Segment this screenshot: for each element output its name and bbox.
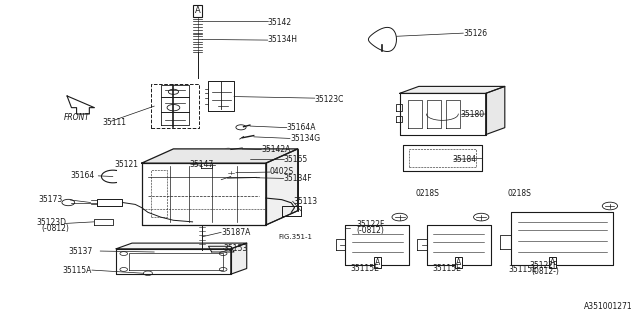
Circle shape xyxy=(226,170,236,175)
Text: 0218S: 0218S xyxy=(415,189,440,198)
Polygon shape xyxy=(399,93,486,135)
Polygon shape xyxy=(346,225,409,265)
Text: A351001271: A351001271 xyxy=(584,302,632,311)
Text: 35115E: 35115E xyxy=(432,264,461,273)
Text: 35147: 35147 xyxy=(189,160,214,169)
Text: 35115E: 35115E xyxy=(351,264,380,273)
Text: FRONT: FRONT xyxy=(63,113,90,122)
Text: 35126: 35126 xyxy=(463,28,488,38)
Polygon shape xyxy=(116,243,246,249)
Text: 35115E: 35115E xyxy=(508,265,537,274)
Polygon shape xyxy=(486,86,505,135)
Text: (-0812): (-0812) xyxy=(41,224,68,233)
Text: 35113: 35113 xyxy=(293,197,317,206)
Text: 35164: 35164 xyxy=(70,172,95,180)
Text: FIG.351-1: FIG.351-1 xyxy=(278,235,312,240)
Polygon shape xyxy=(511,212,613,265)
Text: 35111: 35111 xyxy=(102,118,126,127)
Polygon shape xyxy=(427,225,491,265)
Text: 35122F: 35122F xyxy=(356,220,385,229)
Polygon shape xyxy=(116,249,231,274)
Text: 35134G: 35134G xyxy=(290,134,320,143)
Text: 35153: 35153 xyxy=(223,244,248,253)
Text: (-0812): (-0812) xyxy=(356,226,384,235)
Text: 35121: 35121 xyxy=(115,160,139,169)
Text: A: A xyxy=(456,258,461,267)
Polygon shape xyxy=(399,86,505,93)
Text: A: A xyxy=(375,258,380,267)
Text: 35122F: 35122F xyxy=(529,261,557,270)
Text: 35165: 35165 xyxy=(283,155,307,164)
Text: (0812-): (0812-) xyxy=(531,267,559,276)
Text: 0402S: 0402S xyxy=(269,167,293,176)
Text: 35123D: 35123D xyxy=(36,218,67,227)
Text: 35134H: 35134H xyxy=(268,35,298,44)
Text: 35137: 35137 xyxy=(68,246,93,256)
Text: 35123C: 35123C xyxy=(315,95,344,104)
Polygon shape xyxy=(141,149,298,163)
Text: 35180: 35180 xyxy=(460,110,484,119)
Text: A: A xyxy=(195,6,200,15)
Text: 0218S: 0218S xyxy=(508,189,532,198)
Polygon shape xyxy=(369,28,396,52)
Polygon shape xyxy=(141,163,266,225)
Polygon shape xyxy=(403,145,483,171)
Circle shape xyxy=(392,213,407,221)
Text: 35134F: 35134F xyxy=(283,174,312,183)
Text: 35142: 35142 xyxy=(268,19,292,28)
Text: A: A xyxy=(550,258,556,267)
Polygon shape xyxy=(231,243,246,274)
Text: 35142A: 35142A xyxy=(261,145,291,154)
Text: 35115A: 35115A xyxy=(62,266,92,275)
Text: 35164A: 35164A xyxy=(287,123,316,132)
Text: 35184: 35184 xyxy=(452,155,477,164)
Circle shape xyxy=(602,202,618,210)
Circle shape xyxy=(474,213,489,221)
Text: 35173: 35173 xyxy=(38,195,63,204)
Polygon shape xyxy=(266,149,298,225)
Text: 35187A: 35187A xyxy=(221,228,251,237)
